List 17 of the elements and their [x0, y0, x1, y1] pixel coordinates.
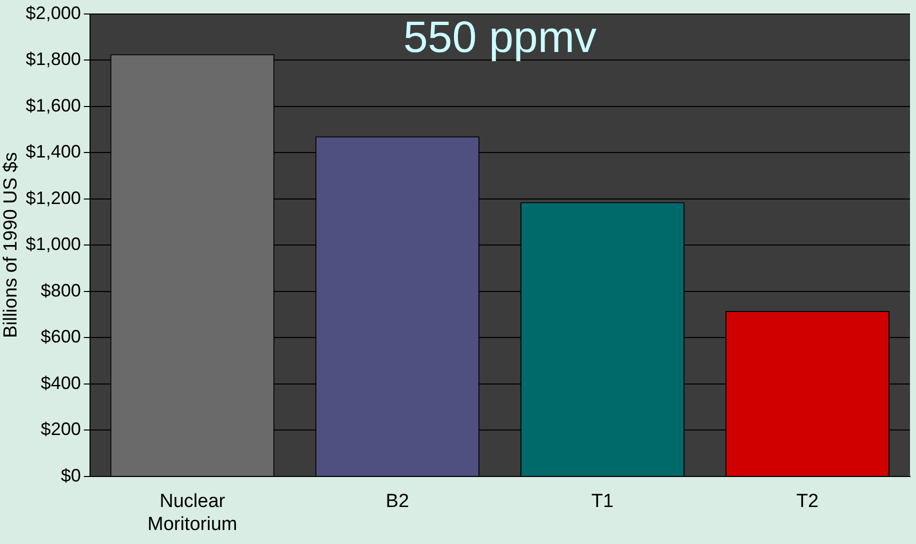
y-tick-label: $0	[60, 465, 81, 486]
y-tick-label: $1,400	[26, 142, 81, 162]
x-tick-label: T1	[591, 491, 614, 512]
x-tick-label: B2	[386, 491, 410, 512]
y-axis-title: Billions of 1990 US $s	[0, 152, 22, 338]
y-tick-label: $200	[40, 419, 81, 440]
chart-title: 550 ppmv	[403, 12, 597, 62]
x-tick-label: Nuclear Moritorium	[148, 491, 238, 535]
y-tick-label: $2,000	[26, 2, 81, 23]
y-tick-label: $1,600	[26, 95, 81, 116]
y-tick-label: $400	[40, 372, 81, 393]
y-tick-label: $800	[40, 280, 81, 300]
x-tick-label: T2	[796, 491, 819, 512]
y-tick-label: $1,000	[26, 234, 81, 254]
y-tick-label: $1,200	[26, 188, 81, 208]
y-tick-label: $1,800	[26, 49, 81, 70]
y-tick-label: $600	[40, 326, 81, 347]
